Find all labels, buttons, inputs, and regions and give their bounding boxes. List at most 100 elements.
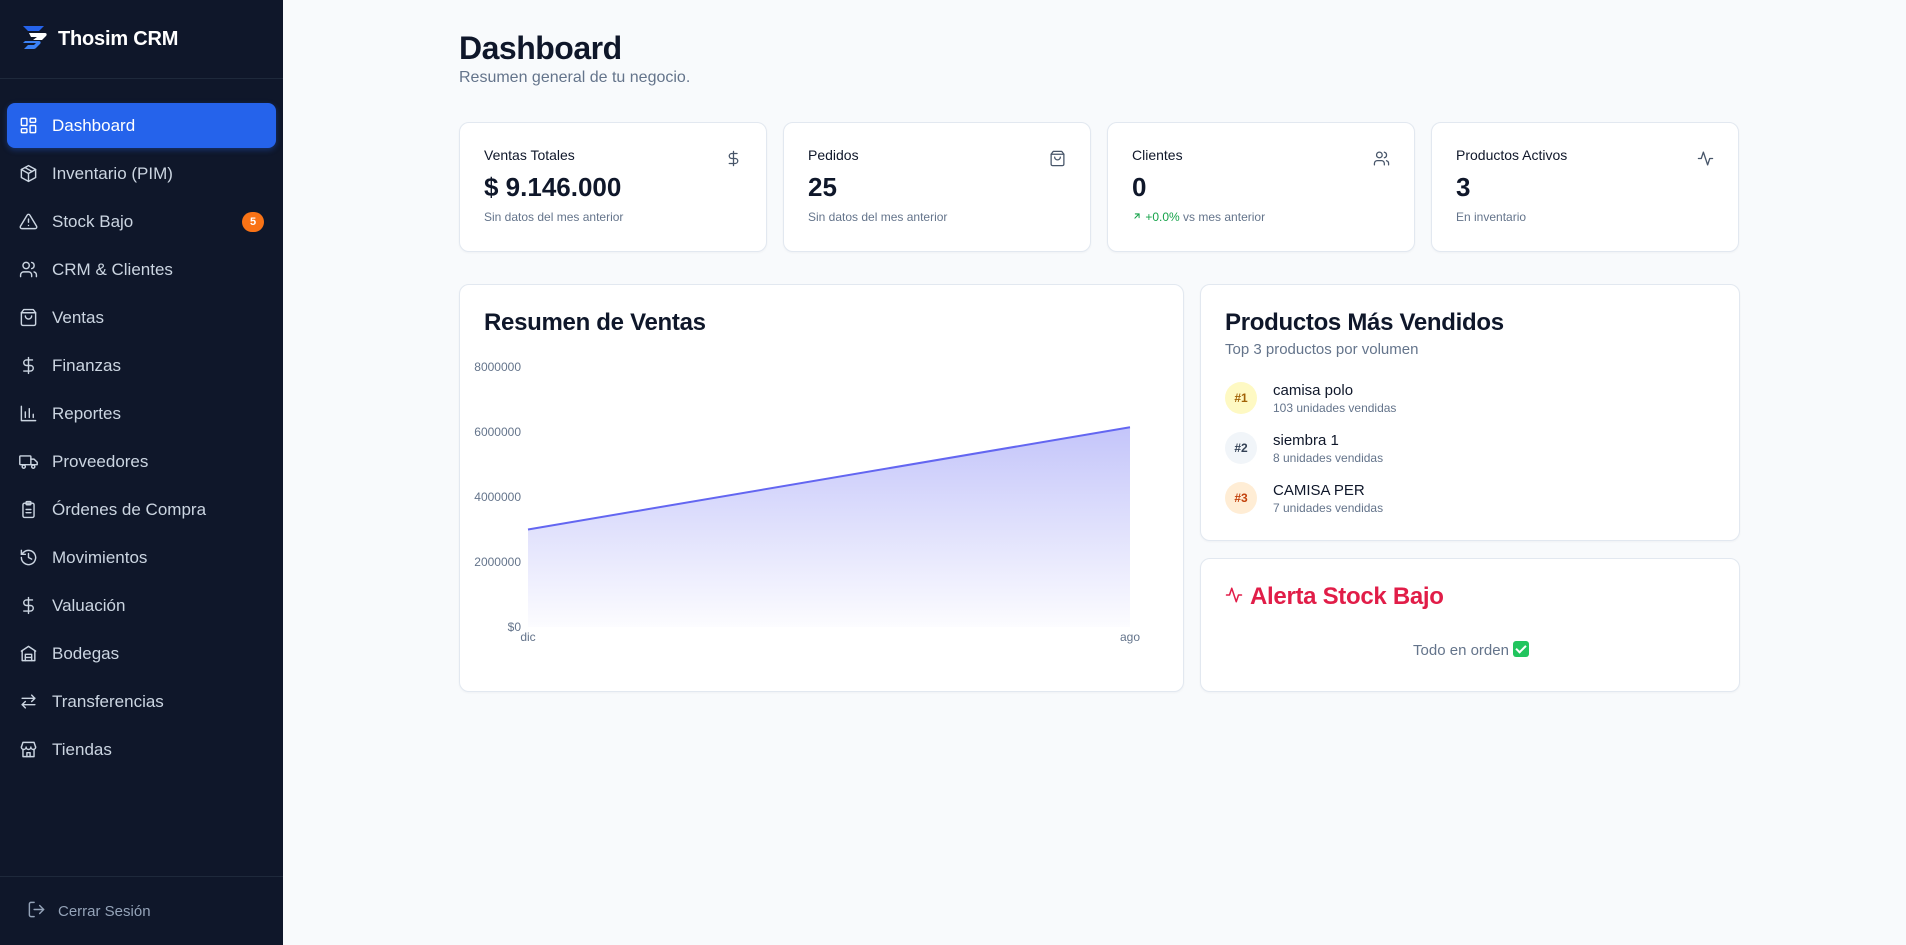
x-axis-tick-label: dic <box>520 630 535 644</box>
top-products-title: Productos Más Vendidos <box>1225 309 1504 336</box>
list-item[interactable]: #3 CAMISA PER 7 unidades vendidas <box>1225 478 1705 518</box>
sidebar: Thosim CRM Dashboard Inventario (PIM) St… <box>0 0 283 945</box>
activity-icon <box>1225 583 1250 611</box>
trend-up-icon <box>1132 210 1142 224</box>
users-icon <box>1373 150 1390 167</box>
sales-series-line <box>527 426 1131 531</box>
transfer-arrows-icon <box>18 692 38 712</box>
sidebar-item-label: Finanzas <box>52 355 121 375</box>
stat-card-clientes: Clientes 0 +0.0% vs mes anterior <box>1107 122 1415 252</box>
sidebar-item-tiendas[interactable]: Tiendas <box>7 727 276 772</box>
clipboard-icon <box>18 500 38 520</box>
sidebar-item-label: Stock Bajo <box>52 211 134 231</box>
sidebar-item-proveedores[interactable]: Proveedores <box>7 439 276 484</box>
stat-label: Clientes <box>1132 147 1183 163</box>
list-item[interactable]: #1 camisa polo 103 unidades vendidas <box>1225 378 1705 418</box>
sidebar-item-reportes[interactable]: Reportes <box>7 391 276 436</box>
brand[interactable]: Thosim CRM <box>0 0 283 79</box>
product-name: siembra 1 <box>1273 431 1339 449</box>
page-title: Dashboard <box>459 30 622 66</box>
activity-icon <box>1697 150 1714 167</box>
stat-note: Sin datos del mes anterior <box>484 210 624 224</box>
product-units: 103 unidades vendidas <box>1273 400 1397 415</box>
stock-alert-text: Todo en orden <box>1413 642 1509 659</box>
sidebar-item-label: Dashboard <box>52 115 136 135</box>
logout-label: Cerrar Sesión <box>58 902 151 920</box>
stat-value: 25 <box>808 172 837 202</box>
y-axis-tick-label: 2000000 <box>474 555 521 569</box>
sidebar-item-transferencias[interactable]: Transferencias <box>7 679 276 724</box>
rank-badge: #1 <box>1225 382 1257 414</box>
stat-card-pedidos: Pedidos 25 Sin datos del mes anterior <box>783 122 1091 252</box>
sidebar-item-stock-bajo[interactable]: Stock Bajo 5 <box>7 199 276 244</box>
stat-value: $ 9.146.000 <box>484 172 622 202</box>
logout-icon <box>27 900 58 923</box>
sidebar-item-label: Proveedores <box>52 451 149 471</box>
x-axis-tick-label: ago <box>1120 630 1140 644</box>
truck-icon <box>18 452 38 472</box>
logout-button[interactable]: Cerrar Sesión <box>0 876 283 945</box>
y-axis-tick-label: $0 <box>508 620 522 634</box>
dollar-icon <box>725 150 742 167</box>
sidebar-nav: Dashboard Inventario (PIM) Stock Bajo 5 … <box>0 79 283 772</box>
sidebar-item-movimientos[interactable]: Movimientos <box>7 535 276 580</box>
sidebar-item-ventas[interactable]: Ventas <box>7 295 276 340</box>
logo-icon <box>19 21 51 58</box>
shopping-bag-icon <box>1049 150 1066 167</box>
stat-card-ventas-totales: Ventas Totales $ 9.146.000 Sin datos del… <box>459 122 767 252</box>
sales-area-fill <box>528 427 1130 627</box>
sidebar-item-crm-clientes[interactable]: CRM & Clientes <box>7 247 276 292</box>
top-products-subtitle: Top 3 productos por volumen <box>1225 341 1419 358</box>
list-item[interactable]: #2 siembra 1 8 unidades vendidas <box>1225 428 1705 468</box>
sidebar-item-label: Órdenes de Compra <box>52 499 207 519</box>
sidebar-item-label: Valuación <box>52 595 126 615</box>
stat-note: +0.0% vs mes anterior <box>1132 210 1390 224</box>
page-subtitle: Resumen general de tu negocio. <box>459 69 691 86</box>
dashboard-grid-icon <box>18 116 38 136</box>
y-axis-tick-label: 4000000 <box>474 490 521 504</box>
sales-summary-card: Resumen de Ventas $0 2000000 4000000 600000… <box>459 284 1184 692</box>
stat-card-productos-activos: Productos Activos 3 En inventario <box>1431 122 1739 252</box>
app-name: Thosim CRM <box>58 27 179 50</box>
stat-note: En inventario <box>1456 210 1527 224</box>
sidebar-item-bodegas[interactable]: Bodegas <box>7 631 276 676</box>
y-axis-tick-label: 8000000 <box>474 360 521 374</box>
stat-label: Productos Activos <box>1456 147 1568 163</box>
sidebar-item-dashboard[interactable]: Dashboard <box>7 103 276 148</box>
product-name: CAMISA PER <box>1273 481 1365 499</box>
dollar-icon <box>18 596 38 616</box>
stock-alert-title: Alerta Stock Bajo <box>1250 583 1444 610</box>
stat-label: Ventas Totales <box>484 147 575 163</box>
sidebar-item-label: CRM & Clientes <box>52 259 173 279</box>
sidebar-item-label: Movimientos <box>52 547 148 567</box>
sales-area-chart: $0 2000000 4000000 6000000 8000000 dic ago <box>474 360 1140 644</box>
check-icon <box>1512 641 1529 657</box>
dollar-icon <box>18 356 38 376</box>
sidebar-item-label: Reportes <box>52 403 121 423</box>
product-units: 8 unidades vendidas <box>1273 450 1384 465</box>
warehouse-icon <box>18 644 38 664</box>
sidebar-item-label: Inventario (PIM) <box>52 163 173 183</box>
product-name: camisa polo <box>1273 381 1354 399</box>
sidebar-item-valuacion[interactable]: Valuación <box>7 583 276 628</box>
sales-summary-title: Resumen de Ventas <box>484 309 706 336</box>
shopping-bag-icon <box>18 308 38 328</box>
stock-alert-message: Todo en orden <box>1201 641 1741 659</box>
sidebar-item-label: Bodegas <box>52 643 120 663</box>
stock-alert-card: Alerta Stock Bajo Todo en orden <box>1200 558 1740 692</box>
store-icon <box>18 740 38 760</box>
package-icon <box>18 164 38 184</box>
sidebar-item-finanzas[interactable]: Finanzas <box>7 343 276 388</box>
stat-change: +0.0% <box>1145 210 1180 224</box>
users-icon <box>18 260 38 280</box>
stat-value: 0 <box>1132 172 1147 202</box>
stat-label: Pedidos <box>808 147 859 163</box>
sidebar-item-inventario[interactable]: Inventario (PIM) <box>7 151 276 196</box>
sidebar-item-label: Transferencias <box>52 691 164 711</box>
bar-chart-icon <box>18 404 38 424</box>
history-icon <box>18 548 38 568</box>
stat-note: Sin datos del mes anterior <box>808 210 948 224</box>
sidebar-item-ordenes-compra[interactable]: Órdenes de Compra <box>7 487 276 532</box>
stock-bajo-count-badge: 5 <box>242 211 264 232</box>
warning-triangle-icon <box>18 212 38 232</box>
